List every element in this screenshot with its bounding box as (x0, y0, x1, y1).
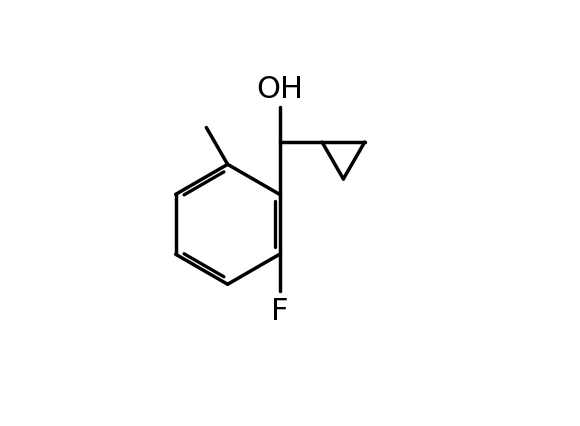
Text: OH: OH (256, 75, 303, 104)
Text: F: F (271, 296, 288, 325)
